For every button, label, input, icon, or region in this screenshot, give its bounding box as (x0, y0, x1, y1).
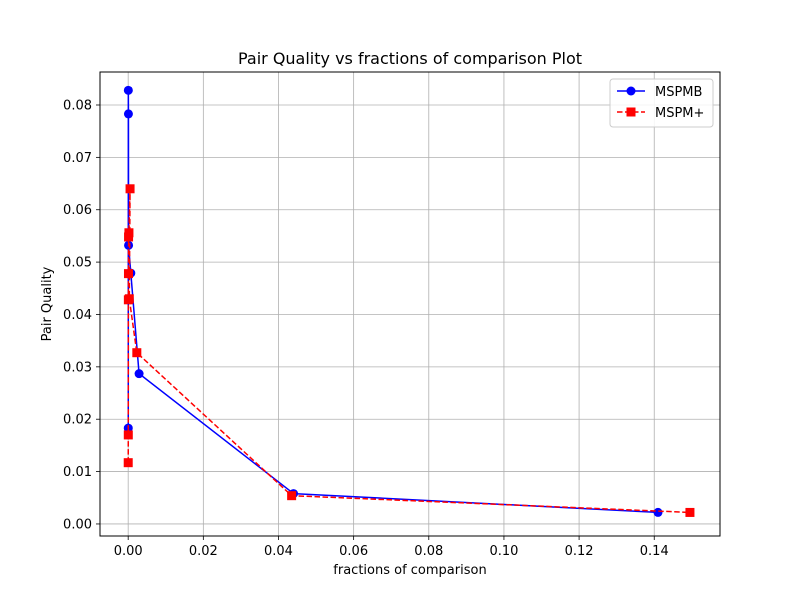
x-tick-label: 0.00 (114, 544, 143, 559)
y-tick-label: 0.03 (63, 360, 92, 375)
data-point-mspmb (653, 507, 663, 517)
plot-frame (99, 71, 721, 537)
chart-title: Pair Quality vs fractions of comparison … (238, 49, 582, 68)
y-axis-ticks: 0.00 0.01 0.02 0.03 0.04 0.05 0.06 0.07 0.08 (63, 98, 100, 532)
series-line-mspm-plus (127, 188, 690, 514)
legend-marker-mspm-plus (626, 107, 636, 117)
y-tick-label: 0.07 (63, 151, 92, 166)
x-tick-label: 0.04 (264, 544, 293, 559)
data-point-mspmb (134, 369, 144, 379)
series-mspm-plus (123, 184, 695, 517)
x-axis-label: fractions of comparison (333, 563, 486, 578)
y-tick-label: 0.02 (63, 413, 92, 428)
data-point-mspm-plus (123, 458, 133, 468)
legend-label-mspmb: MSPMB (655, 85, 702, 100)
y-tick-label: 0.06 (63, 203, 92, 218)
x-tick-label: 0.12 (565, 544, 594, 559)
data-point-mspm-plus (123, 430, 133, 440)
plot-area (100, 72, 720, 536)
x-tick-label: 0.14 (640, 544, 669, 559)
legend-label-mspm-plus: MSPM+ (655, 106, 704, 121)
x-tick-label: 0.06 (339, 544, 368, 559)
x-axis-ticks: 0.00 0.02 0.04 0.06 0.08 0.10 0.12 0.14 (114, 536, 669, 559)
y-tick-label: 0.05 (63, 256, 92, 271)
x-tick-label: 0.02 (189, 544, 218, 559)
x-tick-label: 0.08 (414, 544, 443, 559)
legend-entry-mspm-plus: MSPM+ (617, 106, 704, 121)
data-point-mspm-plus (124, 228, 134, 238)
data-point-mspmb (123, 109, 133, 119)
legend-marker-mspmb (626, 86, 636, 96)
data-point-mspm-plus (123, 269, 133, 279)
y-tick-label: 0.00 (63, 517, 92, 532)
legend-entry-mspmb: MSPMB (617, 85, 702, 100)
data-point-mspm-plus (125, 184, 135, 194)
data-point-mspm-plus (132, 348, 142, 358)
x-tick-label: 0.10 (489, 544, 518, 559)
series-layer (123, 85, 695, 517)
data-point-mspm-plus (685, 507, 695, 517)
grid (100, 72, 720, 536)
data-point-mspm-plus (287, 491, 297, 501)
y-tick-label: 0.08 (63, 98, 92, 113)
y-tick-label: 0.04 (63, 308, 92, 323)
legend: MSPMB MSPM+ (609, 78, 714, 128)
data-point-mspmb (123, 85, 133, 95)
y-axis-label: Pair Quality (40, 266, 55, 341)
y-tick-label: 0.01 (63, 465, 92, 480)
data-point-mspm-plus (124, 294, 134, 304)
